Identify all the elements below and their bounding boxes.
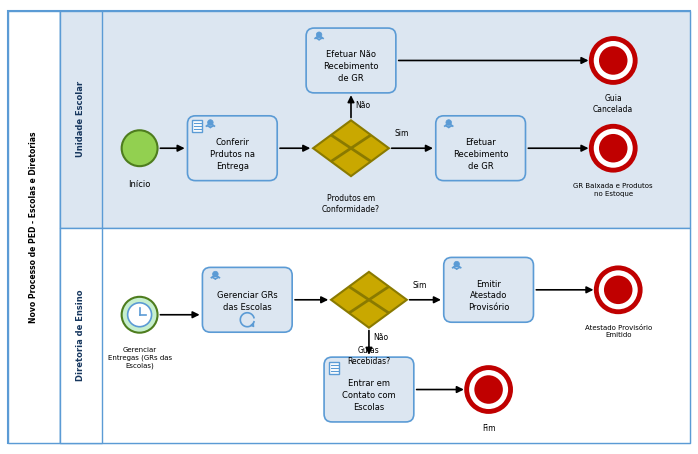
Text: Guia
Cancelada: Guia Cancelada: [593, 94, 633, 114]
Circle shape: [207, 120, 213, 125]
Text: Fim: Fim: [482, 424, 496, 434]
Circle shape: [213, 271, 218, 277]
Text: Sim: Sim: [395, 129, 409, 138]
Circle shape: [475, 375, 503, 404]
Circle shape: [591, 126, 635, 170]
FancyBboxPatch shape: [8, 10, 60, 444]
Polygon shape: [331, 272, 407, 328]
FancyBboxPatch shape: [60, 10, 690, 228]
Circle shape: [446, 120, 452, 125]
Polygon shape: [313, 120, 389, 176]
Circle shape: [604, 276, 632, 304]
Text: Não: Não: [355, 101, 370, 110]
Text: Início: Início: [128, 180, 151, 189]
FancyBboxPatch shape: [8, 10, 690, 444]
FancyBboxPatch shape: [444, 257, 533, 322]
Circle shape: [591, 39, 635, 83]
Circle shape: [467, 368, 510, 411]
FancyBboxPatch shape: [60, 228, 102, 444]
FancyBboxPatch shape: [193, 120, 202, 132]
FancyBboxPatch shape: [60, 228, 690, 444]
Text: Entrar em
Contato com
Escolas: Entrar em Contato com Escolas: [342, 379, 396, 412]
Circle shape: [454, 262, 459, 267]
Text: GR Baixada e Produtos
no Estoque: GR Baixada e Produtos no Estoque: [574, 183, 653, 197]
FancyBboxPatch shape: [202, 267, 292, 332]
Text: Atestado Provisório
Emitido: Atestado Provisório Emitido: [585, 325, 652, 338]
Text: Guias
Recebidas?: Guias Recebidas?: [348, 345, 390, 366]
Circle shape: [128, 303, 151, 327]
Text: Gerenciar GRs
das Escolas: Gerenciar GRs das Escolas: [217, 291, 278, 312]
Circle shape: [316, 32, 322, 38]
Circle shape: [596, 268, 640, 312]
FancyBboxPatch shape: [324, 357, 414, 422]
FancyBboxPatch shape: [188, 116, 277, 181]
FancyBboxPatch shape: [329, 362, 339, 374]
Text: Novo Processo de PED - Escolas e Diretorias: Novo Processo de PED - Escolas e Diretor…: [29, 131, 38, 323]
Circle shape: [599, 134, 628, 163]
Circle shape: [121, 297, 158, 333]
Text: Não: Não: [373, 333, 388, 342]
Text: Efetuar Não
Recebimento
de GR: Efetuar Não Recebimento de GR: [323, 50, 379, 83]
FancyBboxPatch shape: [60, 10, 102, 228]
FancyBboxPatch shape: [436, 116, 526, 181]
Text: Efetuar
Recebimento
de GR: Efetuar Recebimento de GR: [453, 138, 508, 171]
Text: Diretoria de Ensino: Diretoria de Ensino: [76, 290, 85, 381]
Circle shape: [121, 130, 158, 166]
Text: Gerenciar
Entregas (GRs das
Escolas): Gerenciar Entregas (GRs das Escolas): [107, 347, 172, 369]
Circle shape: [599, 46, 628, 75]
Text: Conferir
Prdutos na
Entrega: Conferir Prdutos na Entrega: [210, 138, 255, 171]
Text: Sim: Sim: [413, 281, 427, 290]
FancyBboxPatch shape: [306, 28, 396, 93]
Text: Emitir
Atestado
Provisório: Emitir Atestado Provisório: [468, 280, 510, 312]
Text: Produtos em
Conformidade?: Produtos em Conformidade?: [322, 194, 380, 214]
Text: Unidade Escolar: Unidade Escolar: [76, 81, 85, 158]
